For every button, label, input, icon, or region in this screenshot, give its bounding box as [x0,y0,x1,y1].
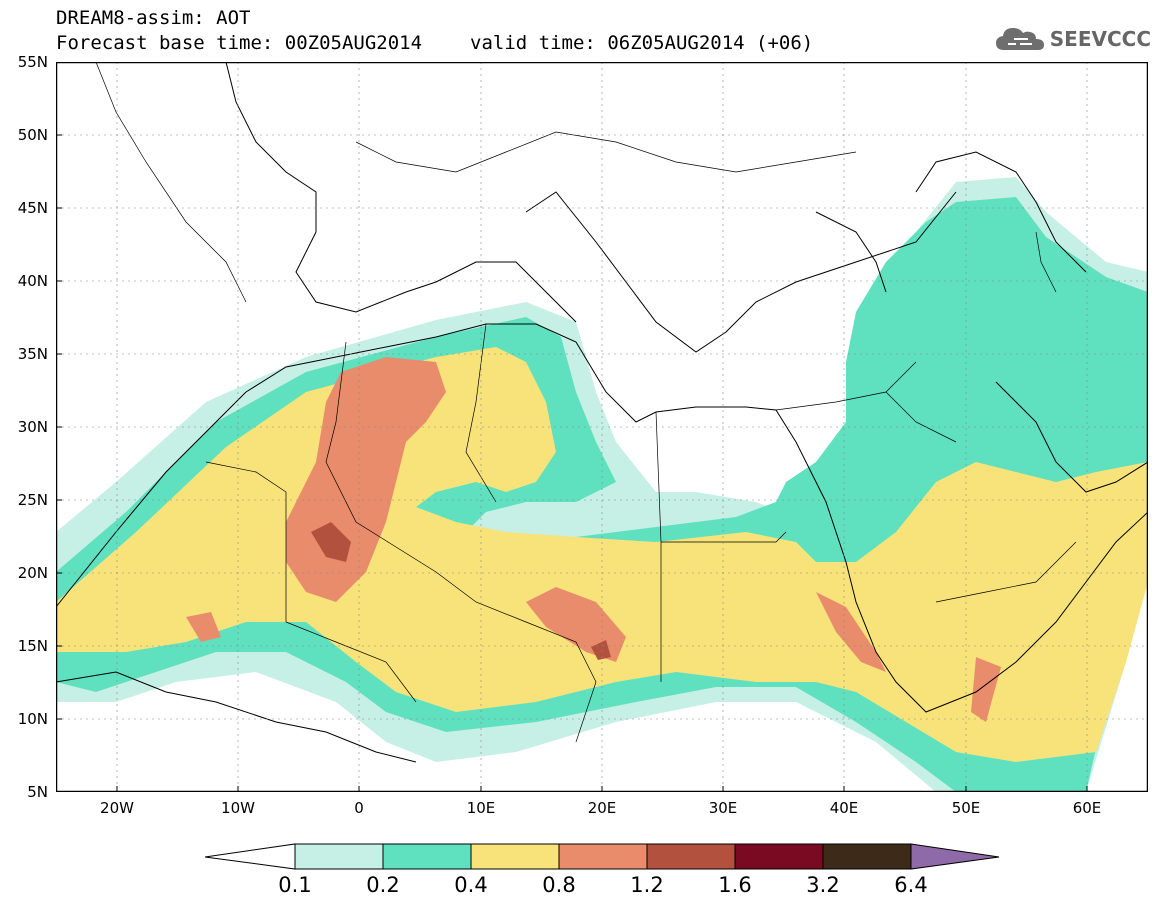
colorbar-seg-6 [734,843,824,870]
lat-label: 50N [17,126,48,144]
colorbar-label: 0.2 [366,873,400,897]
colorbar-seg-0 [205,843,296,870]
lon-label: 20W [100,799,134,817]
lon-label: 10W [221,799,255,817]
seevccc-logo: SEEVCCC [994,24,1151,54]
colorbar-seg-1 [294,843,384,870]
colorbar-seg-3 [470,843,560,870]
valid-time-label: valid time: 06Z05AUG2014 (+06) [470,32,814,54]
colorbar [205,843,1000,870]
base-time-label: Forecast base time: 00Z05AUG2014 [56,32,423,54]
map-grid [56,62,1148,792]
cloud-icon [995,28,1044,50]
colorbar-seg-5 [646,843,736,870]
lat-label: 20N [17,564,48,582]
colorbar-label: 6.4 [894,873,928,897]
lon-label: 50E [951,799,981,817]
lon-label: 40E [829,799,859,817]
lat-label: 15N [17,637,48,655]
map-title: DREAM8-assim: AOT [56,7,251,29]
lat-label: 45N [17,199,48,217]
lat-label: 55N [17,53,48,71]
lat-label: 10N [17,710,48,728]
axis-ticks [56,134,1088,792]
colorbar-seg-4 [558,843,648,870]
aot-map [55,61,1149,793]
lat-label: 25N [17,491,48,509]
lon-label: 30E [708,799,738,817]
colorbar-label: 0.4 [454,873,488,897]
lat-label: 35N [17,345,48,363]
colorbar-seg-7 [822,843,912,870]
aot-band-1.2 [311,522,351,562]
colorbar-label: 3.2 [806,873,840,897]
logo-text: SEEVCCC [1049,27,1151,51]
colorbar-label: 0.1 [278,873,312,897]
lat-label: 5N [27,783,48,801]
colorbar-seg-8 [910,843,1000,870]
colorbar-label: 1.2 [630,873,664,897]
aot-band-0.8d [971,657,1001,722]
time-info: Forecast base time: 00Z05AUG2014 valid ti… [56,33,813,53]
aot-band-1.2b [591,640,611,660]
lon-label: 60E [1072,799,1102,817]
aot-band-0.8e [186,612,221,642]
lon-label: 0 [354,799,364,817]
lat-label: 30N [17,418,48,436]
colorbar-label: 0.8 [542,873,576,897]
lat-label: 40N [17,272,48,290]
colorbar-label: 1.6 [718,873,752,897]
aot-band-0.8c [816,592,886,672]
lon-label: 10E [466,799,496,817]
colorbar-seg-2 [382,843,472,870]
lon-label: 20E [587,799,617,817]
